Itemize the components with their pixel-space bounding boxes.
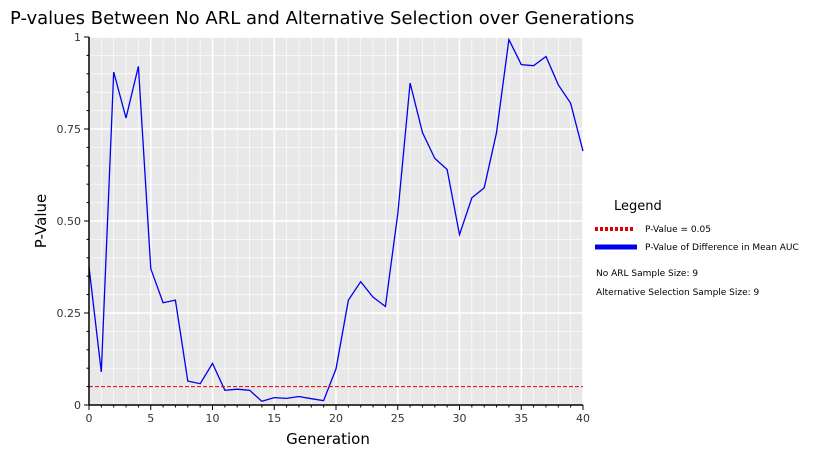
legend-label-threshold: P-Value = 0.05 <box>645 225 711 235</box>
grid <box>88 36 584 406</box>
y-tick-label: 0.75 <box>57 123 82 136</box>
x-tick-label: 15 <box>267 412 281 425</box>
sample-size-alternative: Alternative Selection Sample Size: 9 <box>596 288 760 298</box>
x-axis-label: Generation <box>286 430 370 448</box>
x-tick-label: 10 <box>206 412 220 425</box>
axes: 0 5 10 15 20 25 30 35 40 0 0.25 0.50 0.75 1 <box>57 31 591 425</box>
x-tick-label: 0 <box>86 412 93 425</box>
legend-label-pvalue: P-Value of Difference in Mean AUC <box>645 243 799 253</box>
x-tick-label: 20 <box>329 412 343 425</box>
pvalue-series-line <box>88 37 584 403</box>
series-layer <box>88 37 584 403</box>
x-tick-label: 25 <box>391 412 405 425</box>
sample-size-no-arl: No ARL Sample Size: 9 <box>596 269 698 279</box>
x-tick-label: 30 <box>453 412 467 425</box>
x-tick-label: 5 <box>147 412 154 425</box>
legend-title: Legend <box>614 199 662 214</box>
chart-title: P-values Between No ARL and Alternative … <box>10 8 634 29</box>
legend: Legend P-Value = 0.05 P-Value of Differe… <box>595 199 799 298</box>
y-tick-label: 1 <box>74 31 81 44</box>
y-tick-label: 0.25 <box>57 307 82 320</box>
y-axis-label: P-Value <box>32 194 50 248</box>
y-tick-label: 0 <box>74 399 81 412</box>
y-tick-label: 0.50 <box>57 215 82 228</box>
x-tick-label: 40 <box>576 412 590 425</box>
x-tick-label: 35 <box>514 412 528 425</box>
